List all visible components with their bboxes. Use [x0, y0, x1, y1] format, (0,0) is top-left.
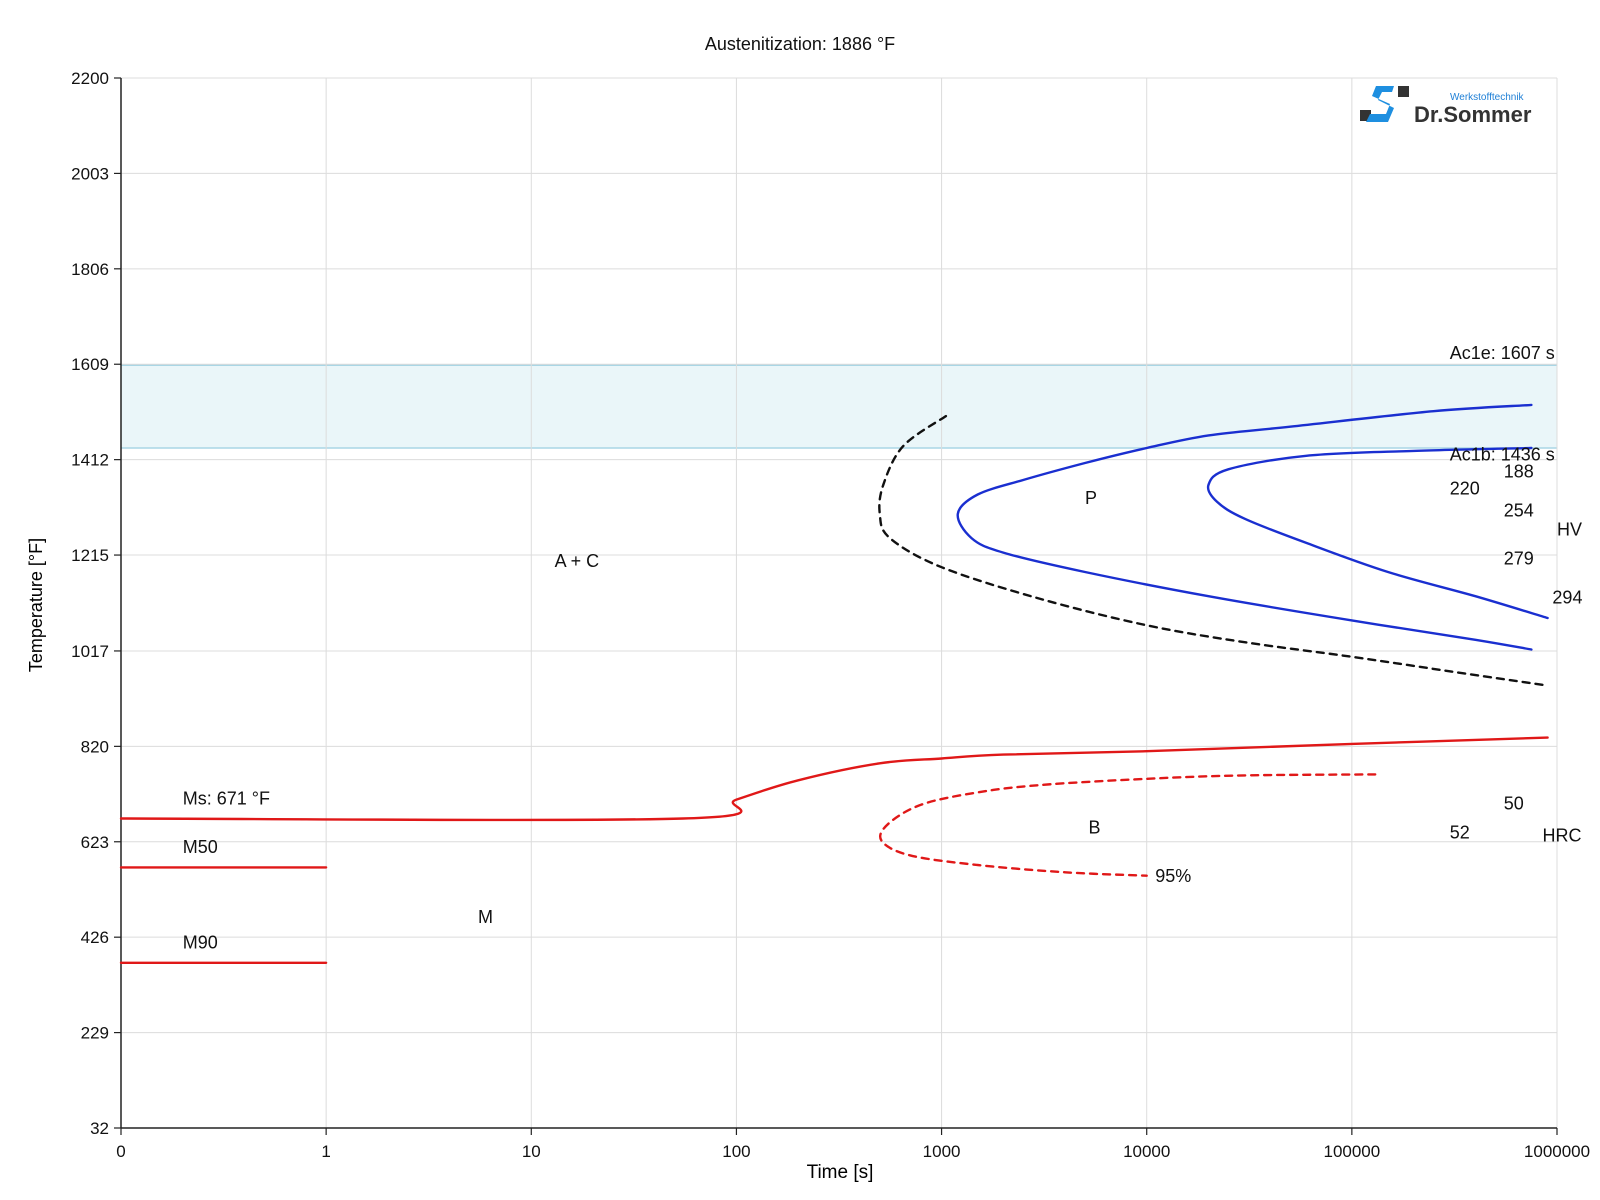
y-tick-label: 426 [81, 928, 109, 947]
y-tick-label: 1017 [71, 642, 109, 661]
annotation-label: 294 [1552, 587, 1582, 607]
y-tick-label: 32 [90, 1119, 109, 1138]
y-tick-label: 229 [81, 1024, 109, 1043]
x-tick-label: 1000000 [1524, 1142, 1590, 1161]
y-tick-label: 1609 [71, 355, 109, 374]
annotation-label: 188 [1504, 462, 1534, 482]
annotation-label: Ms: 671 °F [183, 788, 270, 808]
x-axis-label: Time [s] [807, 1162, 874, 1183]
x-tick-label: 100 [722, 1142, 750, 1161]
bainite-95-curve [878, 773, 1377, 877]
curves [119, 403, 1549, 964]
pearlite-start-curve [956, 403, 1533, 651]
annotation-label: M90 [183, 932, 218, 952]
y-tick-label: 1806 [71, 260, 109, 279]
chart-title: Austenitization: 1886 °F [704, 34, 896, 54]
y-tick-label: 2200 [71, 69, 109, 88]
logo-name: Dr.Sommer [1414, 102, 1532, 127]
annotation-label: 254 [1504, 500, 1534, 520]
annotation-label: HV [1557, 520, 1582, 540]
annotation-label: 220 [1450, 479, 1480, 499]
annotation-label: 52 [1450, 822, 1470, 842]
ac-band [121, 365, 1557, 449]
company-logo: Werkstofftechnik Dr.Sommer [1360, 82, 1550, 132]
austenitization-band-layer [121, 364, 1557, 449]
y-tick-label: 1412 [71, 451, 109, 470]
y-tick-label: 820 [81, 737, 109, 756]
y-axis-label: Temperature [°F] [26, 538, 46, 672]
y-tick-label: 623 [81, 833, 109, 852]
x-tick-label: 1 [321, 1142, 330, 1161]
x-tick-label: 10 [522, 1142, 541, 1161]
annotation-label: P [1085, 488, 1097, 508]
start-dashed-curve [878, 414, 1544, 686]
annotation-label: 95% [1155, 866, 1191, 886]
x-tick-label: 1000 [923, 1142, 961, 1161]
axes: 32 229 426 623 820 1017 1215 1412 1609 1806 2003 22… [71, 69, 1590, 1161]
logo-subtitle: Werkstofftechnik [1450, 92, 1524, 103]
annotations: Ac1e: 1607 s Ac1b: 1436 s A + C P B M Ms: 671 … [183, 343, 1583, 952]
y-tick-label: 1215 [71, 546, 109, 565]
y-tick-label: 2003 [71, 164, 109, 183]
annotation-label: HRC [1543, 825, 1582, 845]
annotation-label: B [1088, 818, 1100, 838]
annotation-label: 50 [1504, 793, 1524, 813]
annotation-label: 279 [1504, 549, 1534, 569]
grid [120, 77, 1558, 1129]
pearlite-end-curve [1206, 446, 1549, 620]
annotation-label: M [478, 907, 493, 927]
x-tick-label: 10000 [1123, 1142, 1170, 1161]
logo-mark-icon [1360, 86, 1409, 122]
ms-line-curve [119, 736, 1549, 822]
x-tick-label: 0 [116, 1142, 125, 1161]
annotation-label: Ac1e: 1607 s [1450, 343, 1555, 363]
annotation-label: Ac1b: 1436 s [1450, 445, 1555, 465]
annotation-label: A + C [555, 551, 600, 571]
x-tick-label: 100000 [1323, 1142, 1380, 1161]
annotation-label: M50 [183, 837, 218, 857]
